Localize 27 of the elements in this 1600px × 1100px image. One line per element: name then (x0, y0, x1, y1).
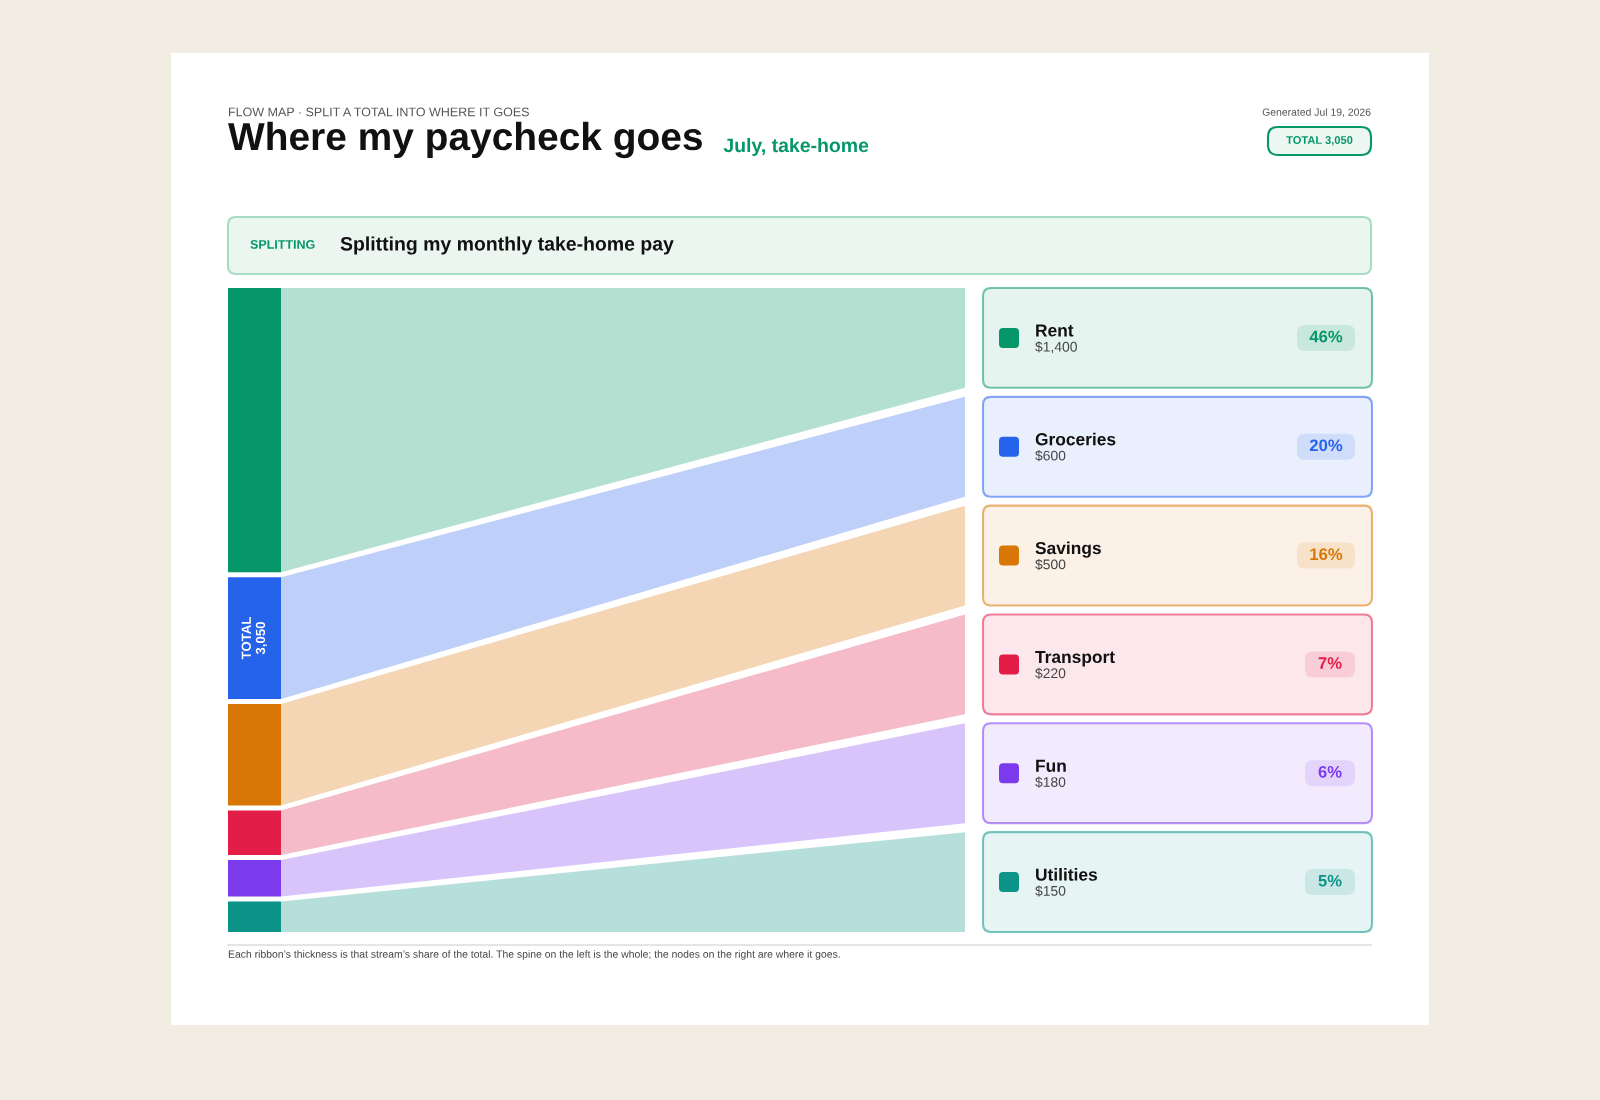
data-label: $1,400 (1035, 341, 1077, 354)
category-label: Savings (1035, 541, 1101, 558)
text: SPLITTING (250, 240, 315, 249)
category-label: Rent (1036, 324, 1074, 337)
text: TOTAL 3,050 (241, 617, 268, 660)
text: 6% (1318, 765, 1342, 778)
category-label: Groceries (1035, 432, 1116, 446)
text: 7% (1318, 657, 1342, 669)
data-label: $150 (1035, 885, 1066, 897)
text: Each ribbon’s thickness is that stream’s share of the total. The spine on the left is the whole; the nodes on the right are where it goes. (228, 950, 840, 960)
data-label: $600 (1035, 450, 1066, 462)
text: FLOW MAP · SPLIT A TOTAL INTO WHERE IT GOES (229, 107, 529, 117)
data-label: $180 (1035, 776, 1066, 788)
category-label: Utilities (1036, 867, 1097, 881)
text: 20% (1309, 439, 1343, 452)
text: Generated Jul 19, 2026 (1262, 108, 1371, 118)
category-label: Transport (1035, 650, 1115, 667)
data-label: $500 (1035, 558, 1066, 571)
category-label: Fun (1036, 759, 1066, 772)
data-label: $220 (1035, 667, 1066, 679)
text: 5% (1318, 874, 1342, 887)
text: July, take-home (723, 137, 869, 157)
text: Where my paycheck goes (228, 121, 702, 159)
text: 16% (1310, 548, 1343, 561)
text: Splitting my monthly take-home pay (340, 236, 674, 255)
text: TOTAL 3,050 (1286, 136, 1353, 146)
text: 46% (1309, 330, 1343, 343)
